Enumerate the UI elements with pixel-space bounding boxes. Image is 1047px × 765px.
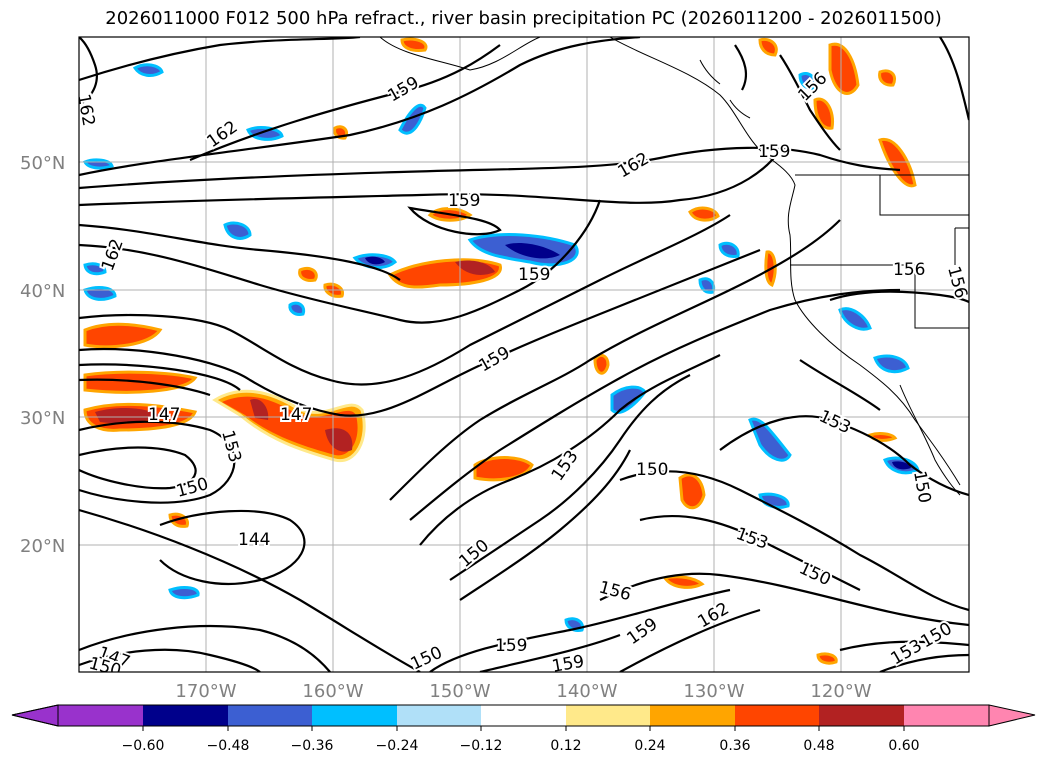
contour-label: 150: [636, 460, 668, 480]
lon-label-150w: 150°W: [429, 681, 490, 702]
contour-label: 147: [280, 405, 312, 425]
contour-label: 159: [495, 636, 527, 656]
colorbar-swatch: [312, 705, 397, 726]
colorbar-swatch: [397, 705, 481, 726]
colorbar-swatch: [735, 705, 819, 726]
lon-label-120w: 120°W: [810, 681, 871, 702]
colorbar-swatch: [143, 705, 228, 726]
colorbar: −0.60 −0.48 −0.36 −0.24 −0.12 0.12 0.24 …: [11, 704, 1036, 754]
colorbar-swatch: [904, 705, 989, 726]
colorbar-tick-label: −0.24: [376, 738, 419, 754]
lat-label-50n: 50°N: [20, 153, 65, 174]
refractivity-contours: [79, 37, 969, 672]
colorbar-extend-high: [988, 704, 1036, 727]
colorbar-swatch: [481, 705, 566, 726]
colorbar-tick-label: 0.24: [634, 738, 665, 754]
contour-label: 159: [550, 652, 585, 677]
colorbar-swatch: [228, 705, 312, 726]
colorbar-tick-label: 0.60: [888, 738, 919, 754]
colorbar-swatch: [566, 705, 650, 726]
lon-label-170w: 170°W: [175, 681, 236, 702]
colorbar-tick-label: −0.12: [460, 738, 503, 754]
map-frame: [78, 36, 970, 673]
map-plot-area: 162 162 159 162 159 156 159 159 162 156 …: [73, 37, 969, 677]
lon-label-130w: 130°W: [683, 681, 744, 702]
lat-label-30n: 30°N: [20, 408, 65, 429]
negative-anomaly-patches: [82, 63, 920, 632]
map-title: 2026011000 F012 500 hPa refract., river …: [105, 8, 942, 29]
colorbar-tick-label: 0.12: [550, 738, 581, 754]
colorbar-swatch: [650, 705, 735, 726]
contour-label: 147: [148, 405, 180, 425]
colorbar-tick-label: 0.48: [803, 738, 834, 754]
contour-label: 144: [238, 530, 270, 550]
latitude-labels: 50°N 40°N 30°N 20°N: [20, 153, 65, 557]
colorbar-tick-label: −0.48: [207, 738, 250, 754]
colorbar-tick-label: 0.36: [719, 738, 750, 754]
lon-label-160w: 160°W: [302, 681, 363, 702]
longitude-labels: 170°W 160°W 150°W 140°W 130°W 120°W: [175, 681, 871, 702]
colorbar-swatch: [58, 705, 143, 726]
colorbar-tick-label: −0.60: [122, 738, 165, 754]
contour-label: 159: [758, 142, 790, 162]
colorbar-extend-low: [11, 704, 59, 727]
contour-label: 156: [893, 260, 925, 280]
lon-label-140w: 140°W: [556, 681, 617, 702]
colorbar-tick-label: −0.36: [291, 738, 334, 754]
coastlines: [379, 37, 969, 496]
lat-label-40n: 40°N: [20, 281, 65, 302]
contour-label: 150: [909, 469, 934, 504]
lat-label-20n: 20°N: [20, 536, 65, 557]
contour-label: 162: [73, 92, 98, 127]
contour-label: 159: [518, 265, 550, 285]
colorbar-swatch: [819, 705, 904, 726]
contour-label: 159: [448, 191, 480, 211]
